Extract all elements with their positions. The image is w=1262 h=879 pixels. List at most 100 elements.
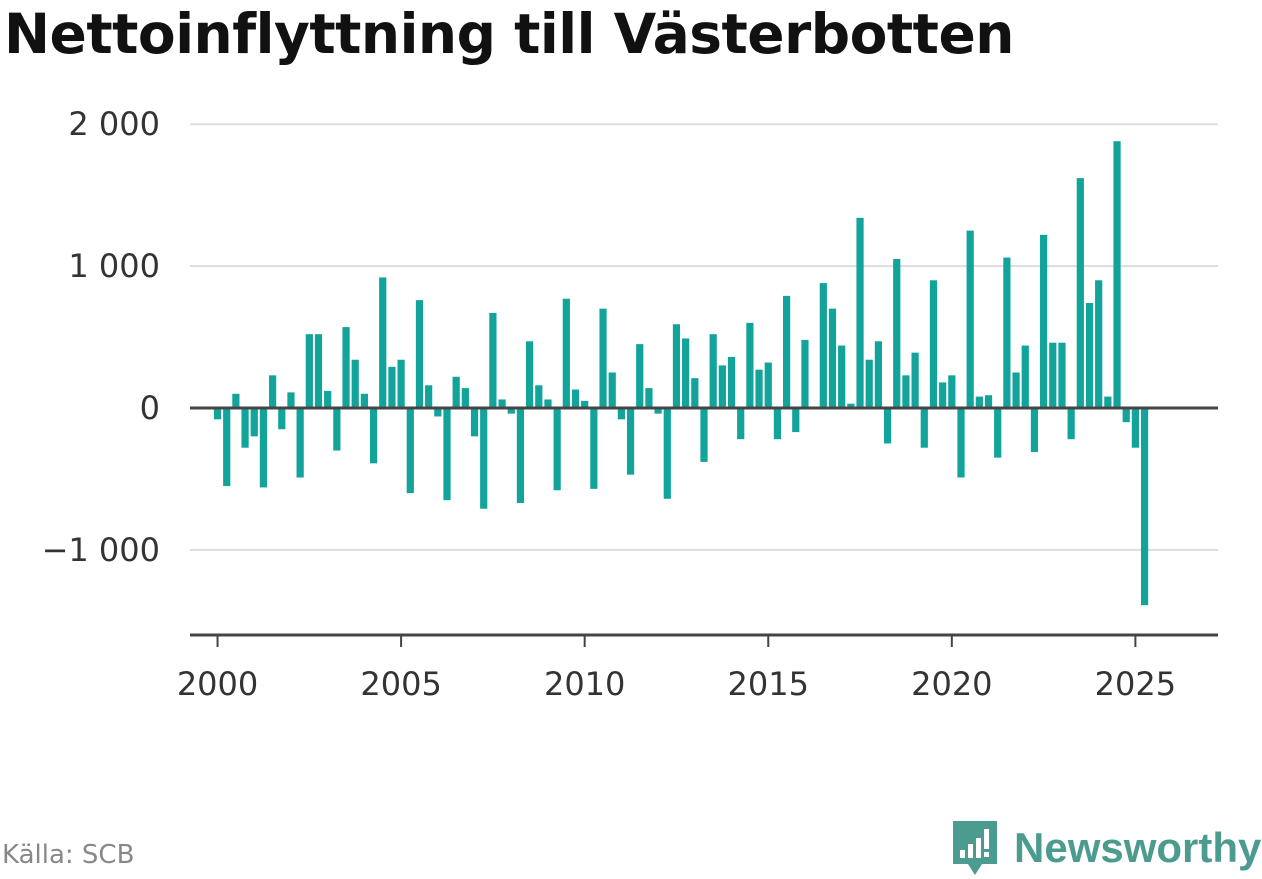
- bar: [480, 407, 488, 509]
- bar: [296, 407, 304, 478]
- bar: [682, 338, 690, 408]
- bar: [783, 295, 791, 408]
- bar: [461, 388, 469, 408]
- bar: [718, 365, 726, 408]
- x-tick-label: 2015: [728, 665, 809, 703]
- bar: [801, 339, 809, 408]
- bar: [939, 382, 947, 408]
- bar: [360, 393, 368, 408]
- bar: [259, 407, 268, 488]
- bar: [672, 324, 681, 408]
- bar: [232, 393, 240, 408]
- bar: [847, 403, 855, 408]
- bar: [415, 300, 424, 408]
- bar: [883, 407, 892, 444]
- brand-logo: Newsworthy: [950, 818, 1261, 878]
- bar: [434, 407, 442, 417]
- bar: [709, 334, 717, 408]
- y-tick-label: 2 000: [68, 105, 160, 143]
- bar: [250, 407, 258, 437]
- bar: [975, 396, 983, 408]
- bar: [663, 407, 671, 499]
- bar: [654, 407, 662, 414]
- bar: [305, 334, 313, 408]
- bar: [571, 389, 580, 408]
- source-note: Källa: SCB: [2, 840, 135, 870]
- bar: [755, 369, 763, 408]
- bar: [856, 217, 864, 408]
- bar: [590, 407, 598, 489]
- bar: [911, 352, 919, 408]
- bar: [1104, 396, 1112, 408]
- bar: [773, 407, 782, 440]
- bar: [608, 372, 616, 408]
- axes: [190, 406, 1218, 647]
- bar: [544, 399, 552, 408]
- bar: [1067, 407, 1075, 440]
- bar: [874, 341, 882, 408]
- bar: [498, 399, 506, 408]
- x-tick-label: 2020: [911, 665, 992, 703]
- y-tick-label: 0: [140, 389, 160, 427]
- bar: [324, 390, 332, 408]
- bar: [333, 407, 341, 451]
- bar: [1012, 372, 1020, 408]
- bar: [984, 395, 993, 408]
- bar: [920, 407, 928, 448]
- bar: [1049, 342, 1057, 408]
- bar: [691, 378, 699, 408]
- bar: [287, 392, 295, 408]
- bar: [213, 407, 222, 420]
- bar: [553, 407, 561, 491]
- bar: [1095, 280, 1103, 408]
- bar: [819, 283, 827, 408]
- bar: [278, 407, 286, 430]
- bar: [1122, 407, 1130, 423]
- bar: [746, 322, 754, 408]
- bar: [470, 407, 479, 437]
- bar: [269, 375, 277, 408]
- x-tick-labels: 2000 2005 2010 2015 2020 2025: [177, 665, 1176, 703]
- y-tick-label: 1 000: [68, 247, 160, 285]
- bar: [828, 308, 837, 408]
- bar: [1003, 257, 1011, 408]
- bar: [764, 362, 772, 408]
- bar: [700, 407, 708, 462]
- bar: [893, 258, 901, 408]
- bar: [314, 334, 323, 408]
- bar: [526, 341, 534, 408]
- bar: [617, 407, 625, 420]
- bar: [342, 327, 350, 408]
- bar: [1140, 407, 1149, 606]
- bar: [1030, 407, 1039, 452]
- bar: [581, 400, 589, 408]
- bar: [351, 359, 359, 408]
- bar: [489, 312, 497, 408]
- bar: [902, 375, 910, 408]
- y-tick-labels: −1 000 0 1 000 2 000: [42, 105, 160, 569]
- bar: [966, 230, 974, 408]
- y-tick-label: −1 000: [42, 531, 160, 569]
- bar: [507, 407, 515, 414]
- bar: [838, 345, 846, 408]
- bar: [626, 407, 635, 475]
- bars: [213, 141, 1149, 606]
- newsworthy-logo-icon: [953, 821, 997, 875]
- bar: [792, 407, 800, 433]
- bar: [516, 407, 525, 504]
- bar: [994, 407, 1002, 458]
- x-tick-label: 2025: [1095, 665, 1176, 703]
- bar: [645, 388, 653, 408]
- bar: [388, 366, 396, 408]
- bar: [865, 359, 873, 408]
- x-tick-label: 2000: [177, 665, 258, 703]
- bar: [369, 407, 378, 464]
- bar: [727, 356, 736, 408]
- bar: [1040, 234, 1048, 408]
- bar: [443, 407, 451, 501]
- bar: [452, 376, 460, 408]
- bar: [957, 407, 965, 478]
- bar: [379, 277, 387, 408]
- bar: [425, 385, 433, 408]
